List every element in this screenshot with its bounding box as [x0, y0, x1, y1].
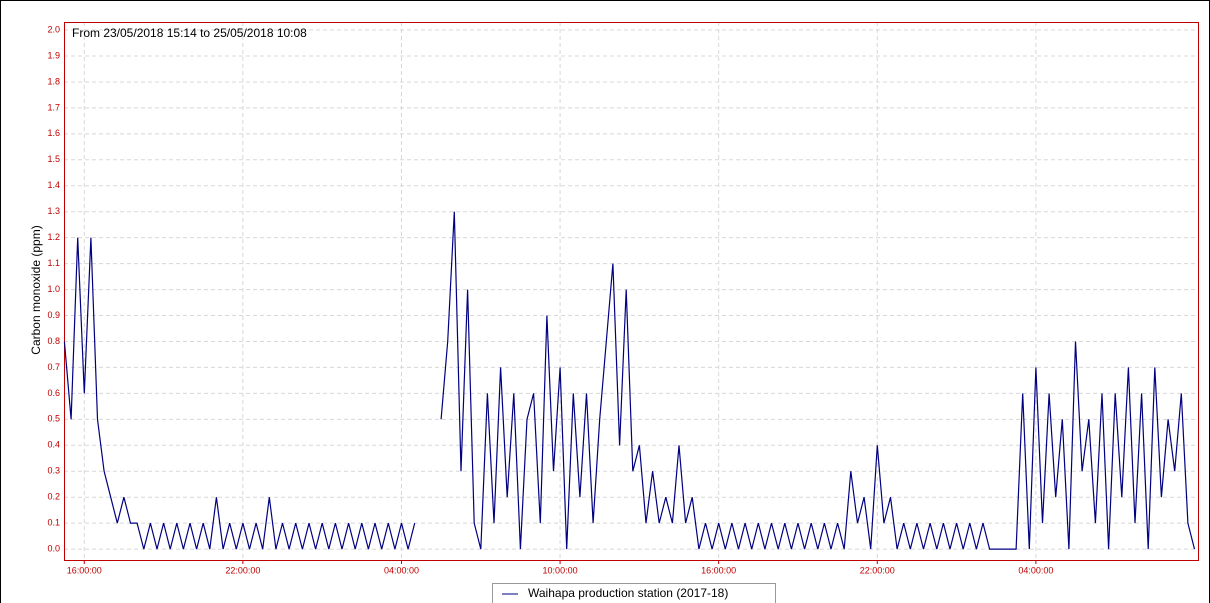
y-tick-label: 0.3 [47, 466, 60, 476]
y-tick-label: 1.4 [47, 180, 60, 190]
y-tick-label: 1.8 [47, 76, 60, 86]
y-tick-label: 0.8 [47, 336, 60, 346]
y-tick-label: 1.6 [47, 128, 60, 138]
plot-border [64, 22, 1199, 561]
y-tick-label: 0.7 [47, 362, 60, 372]
x-tick-label: 22:00:00 [860, 565, 895, 575]
y-tick-label: 0.2 [47, 492, 60, 502]
y-tick-label: 1.3 [47, 206, 60, 216]
x-tick-label: 04:00:00 [1018, 565, 1053, 575]
y-tick-label: 0.9 [47, 310, 60, 320]
y-tick-label: 0.0 [47, 543, 60, 553]
y-axis-label: Carbon monoxide (ppm) [29, 225, 43, 354]
y-tick-label: 0.1 [47, 518, 60, 528]
chart-title: From 23/05/2018 15:14 to 25/05/2018 10:0… [72, 26, 307, 40]
y-tick-label: 0.4 [47, 440, 60, 450]
y-tick-label: 1.5 [47, 154, 60, 164]
y-tick-label: 2.0 [47, 24, 60, 34]
y-tick-label: 1.2 [47, 232, 60, 242]
y-tick-label: 0.6 [47, 388, 60, 398]
y-tick-label: 1.9 [47, 50, 60, 60]
x-tick-label: 16:00:00 [701, 565, 736, 575]
x-tick-label: 16:00:00 [67, 565, 102, 575]
data-line [63, 211, 1196, 550]
y-tick-label: 0.5 [47, 414, 60, 424]
x-tick-label: 04:00:00 [384, 565, 419, 575]
x-tick-label: 22:00:00 [225, 565, 260, 575]
legend [492, 583, 776, 603]
y-tick-label: 1.1 [47, 258, 60, 268]
x-tick-label: 10:00:00 [543, 565, 578, 575]
legend-label: Waihapa production station (2017-18) [528, 586, 728, 600]
y-tick-label: 1.7 [47, 102, 60, 112]
y-tick-label: 1.0 [47, 284, 60, 294]
